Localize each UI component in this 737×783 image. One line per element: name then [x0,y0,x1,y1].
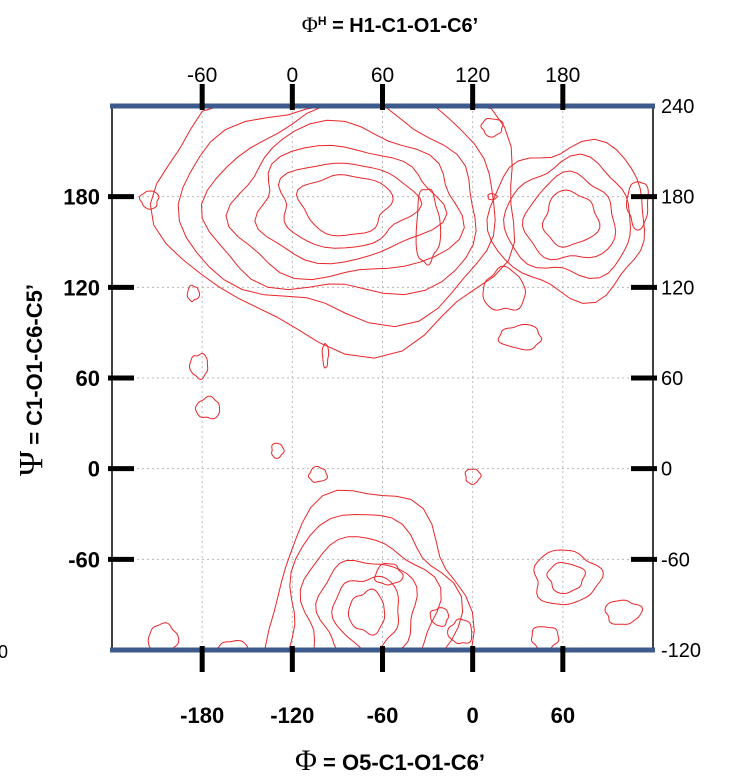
contour-small [429,607,450,627]
contour-small [487,193,498,201]
contour-small [307,465,329,483]
tick-label-x-top: 60 [371,64,394,87]
tick-label-x-bottom: -120 [270,703,314,728]
contour-lower-main [331,575,400,651]
top-axis-title-text: = H1-C1-O1-C6’ [327,15,479,37]
left-axis-title-text: = C1-O1-C6-C5’ [22,284,47,451]
contour-small [194,395,221,420]
contour-small [415,188,442,266]
tick-label-y-right: 120 [661,277,694,299]
contour-small [271,442,285,459]
contour-small [447,618,473,645]
top-axis-title: ΦH = H1-C1-O1-C6’ [302,12,478,37]
tick-label-x-bottom: 0 [467,703,479,728]
contour-small [321,342,330,369]
contour-upper-right [521,170,617,261]
edge-label: 0 [0,642,8,662]
contour-small [497,323,543,351]
contour-upper-main [200,105,477,296]
psi-symbol: Ψ [13,451,50,476]
contour-small [625,181,649,231]
tick-label-x-top: 120 [455,64,490,87]
bottom-axis-title-text: = O5-C1-O1-C6’ [317,750,485,775]
contour-lower-main [347,588,386,636]
contour-upper-main [225,119,465,281]
contour-small [480,118,504,138]
contour-small [186,284,201,303]
tick-label-y-right: 180 [661,187,694,209]
tick-label-x-top: -60 [187,64,217,87]
tick-label-y-right: -60 [661,549,690,571]
tick-label-y-left: -60 [68,547,100,572]
contour-small [464,468,482,486]
tick-label-y-left: 60 [76,366,100,391]
contour-small [188,352,209,381]
contour-small [138,190,160,210]
tick-label-y-left: 0 [88,457,100,482]
tick-labels: -180 -120 -60 0 60 -60 0 60 120 180 -60 0 60 120 180 -1… [63,64,701,728]
gridlines [112,106,653,650]
contour-upper-main [254,144,448,265]
tick-label-x-bottom: -60 [367,703,399,728]
tick-label-y-right: 0 [661,459,672,481]
tick-label-y-left: 180 [63,185,100,210]
contour-upper-right [541,189,601,248]
tick-label-y-left: 120 [63,275,100,300]
phi-symbol: Φ [295,744,317,777]
phi-h-superscript: H [318,14,327,28]
tick-label-x-top: 0 [286,64,298,87]
contour-upper-right [486,138,646,304]
tick-label-y-right: 60 [661,368,683,390]
bottom-axis-title: Φ = O5-C1-O1-C6’ [295,744,485,777]
tick-marks [108,84,657,672]
contour-upper-main [277,162,423,249]
left-axis-title: Ψ = C1-O1-C6-C5’ [13,284,50,476]
tick-label-x-top: 180 [545,64,580,87]
contour-upper-right [503,153,631,280]
contour-small [482,265,526,311]
phi-h-symbol: Φ [302,12,318,37]
tick-label-x-bottom: -180 [180,703,224,728]
tick-label-x-bottom: 60 [551,703,575,728]
contour-lower-right [533,549,604,606]
tick-label-y-right: -120 [661,640,701,662]
contour-small [374,562,404,586]
contour-upper-main [295,174,394,237]
tick-label-y-right: 240 [661,96,694,118]
contour-lower-right [546,561,587,595]
contour-small [604,599,644,625]
